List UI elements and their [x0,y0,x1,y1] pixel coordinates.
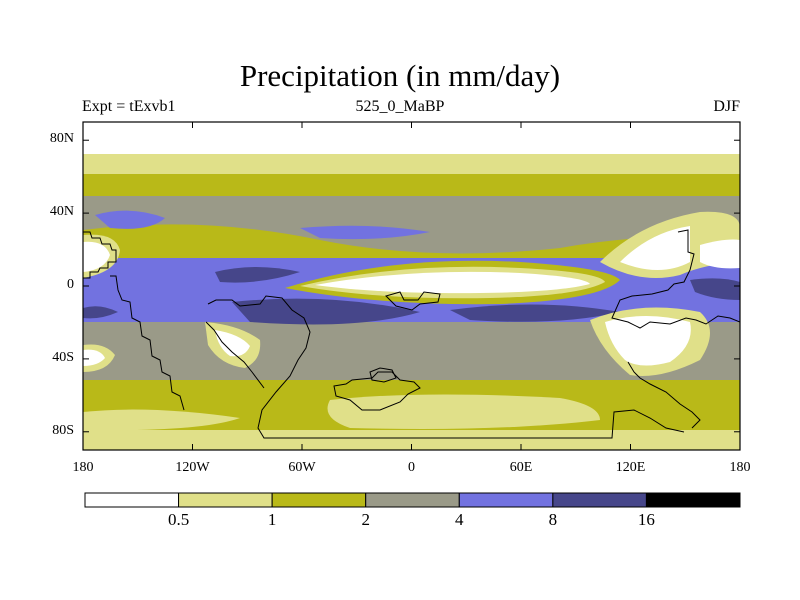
dark-core-central [232,298,420,325]
colorbar-swatch [552,492,647,508]
colorbar-level-label: 8 [548,510,558,529]
south-pale-lobe-west [83,409,240,431]
coast-equatorial-island [385,291,441,311]
coast-southern-landmass [333,371,421,411]
colorbar-level-label: 16 [637,510,655,529]
colorbar-swatch [365,492,460,508]
y-tick-label: 40S [52,349,74,365]
period-label: 525_0_MaBP [355,98,445,115]
colorbar-level-label: 2 [361,510,370,529]
colorbar-swatch [84,492,180,508]
north-pacific-blue [95,210,165,229]
dark-core-far-east [690,278,740,300]
y-tick-label: 80N [49,131,74,147]
dry-south-west-white [83,349,105,366]
band-antarctic [83,430,740,450]
colorbar-swatch [645,492,741,508]
tick-marks [82,122,741,450]
y-tick-label: 80S [52,422,74,438]
coast-eastern-continent [611,229,740,329]
dry-tongue-center-white [315,271,590,294]
y-tick-label: 40N [49,204,74,220]
dark-core-far-west [83,306,118,319]
colorbar-level-label: 4 [455,510,464,529]
season-label: DJF [713,98,740,115]
precip-field [83,122,740,450]
coast-southern-lake [369,367,397,383]
x-tick-label: 180 [72,460,94,475]
continent-outlines [83,229,740,439]
colorbar [84,492,741,508]
coast-west-pacific [110,275,185,411]
coast-south-america [207,295,685,439]
x-tick-label: 120W [175,460,210,475]
colorbar-level-label: 1 [267,510,277,529]
band-north-mid [83,174,740,196]
coast-atlantic-islands [205,321,265,389]
dry-west-north-white [83,241,110,272]
subtropical-wet-north [300,225,430,240]
dry-east-north-white-2 [700,239,740,269]
x-tick-label: 0 [408,460,415,475]
x-tick-label: 120E [615,460,646,475]
dry-east-north-white [620,226,690,270]
dark-core-west [215,267,300,283]
x-tick-label: 60W [288,460,316,475]
x-tick-label: 60E [509,460,533,475]
colorbar-swatch [178,492,273,508]
coast-north-america [83,231,117,279]
colorbar-swatch [458,492,554,508]
band-north-low [83,154,740,174]
north-yellow-wave [83,224,740,258]
chart-title: Precipitation (in mm/day) [239,58,561,93]
coast-east-south [627,361,701,429]
dark-core-east [450,304,620,322]
south-pale-lobe-central [327,394,600,429]
x-tick-label: 180 [729,460,751,475]
colorbar-level-label: 0.5 [167,510,190,529]
dry-south-east-white [605,316,691,366]
colorbar-swatch [271,492,367,508]
dry-south-america-white [215,330,250,357]
y-tick-label: 0 [67,277,74,292]
experiment-label: Expt = tExvb1 [82,98,176,115]
